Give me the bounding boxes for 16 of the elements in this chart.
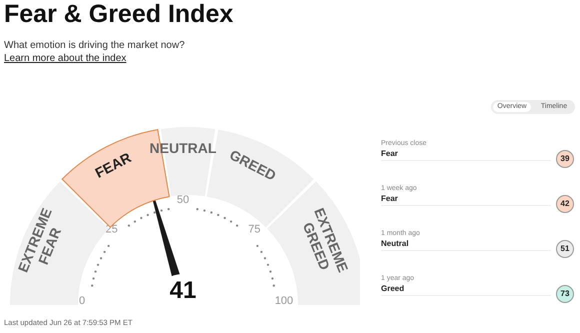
chart-title: Fear & Greed Index <box>4 0 234 29</box>
text: 41 <box>170 277 196 304</box>
text: Fear <box>381 149 398 158</box>
text: 0 <box>78 295 86 307</box>
text: 100 <box>274 295 294 307</box>
data-label: 42 <box>556 195 574 213</box>
text: Neutral <box>381 239 409 248</box>
chart-subtitle: What emotion is driving the market now? <box>4 40 185 51</box>
data-label: 39 <box>556 150 574 168</box>
text: Fear <box>381 194 398 203</box>
text: 50 <box>176 194 190 206</box>
text: Greed <box>381 284 404 293</box>
data-label: 73 <box>556 285 574 303</box>
data-label: 51 <box>556 240 574 258</box>
text: 75 <box>248 224 261 236</box>
text: Learn more about the index <box>4 53 126 64</box>
